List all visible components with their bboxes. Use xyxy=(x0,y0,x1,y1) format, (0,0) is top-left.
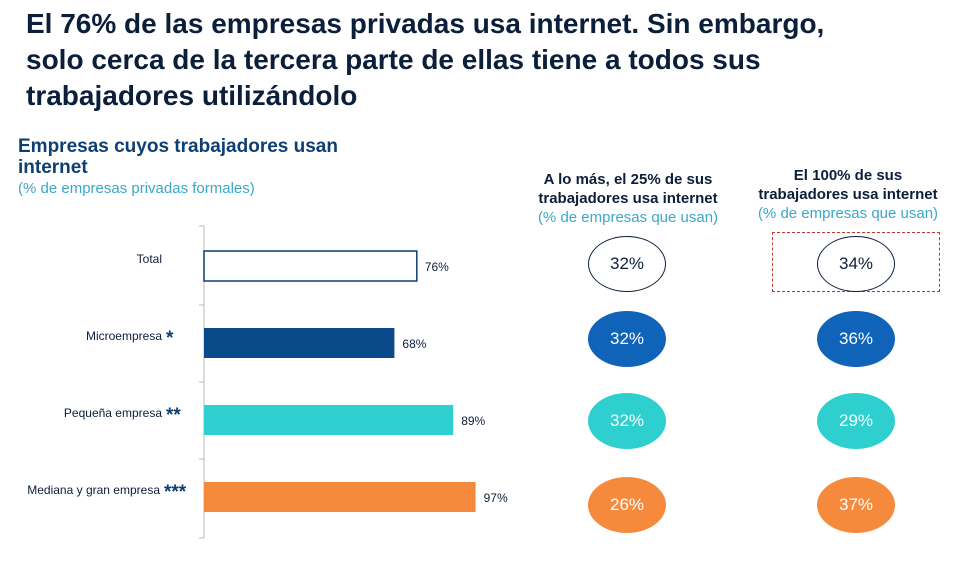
bubble-col2-pequena-empresa: 29% xyxy=(817,393,895,449)
column-header-max-25: A lo más, el 25% de sus trabajadores usa… xyxy=(518,170,738,227)
column-header-max-25-line-1: A lo más, el 25% de sus xyxy=(543,171,713,188)
chart-subtitle: (% de empresas privadas formales) xyxy=(18,180,255,197)
column-header-all-100-line-2: trabajadores usa internet xyxy=(758,186,938,203)
bubble-col1-pequena-empresa: 32% xyxy=(588,393,666,449)
value-label-pequena-empresa: 89% xyxy=(461,414,485,428)
value-label-mediana-gran-empresa: 97% xyxy=(484,491,508,505)
category-label-total: Total xyxy=(137,252,162,266)
bar-pequena-empresa xyxy=(204,405,454,435)
column-subheader-max-25: (% de empresas que usan) xyxy=(537,209,719,226)
bubble-col2-mediana-gran-empresa: 37% xyxy=(817,477,895,533)
bubble-col1-microempresa: 32% xyxy=(588,311,666,367)
label-group: 76% Total 68% Microempresa * 89% Pequeña empre… xyxy=(27,252,508,505)
bar-group xyxy=(203,250,476,512)
category-label-mediana-gran-empresa: Mediana y gran empresa xyxy=(27,483,160,497)
headline-line-2: solo cerca de la tercera parte de ellas … xyxy=(26,44,761,75)
bubble-col2-microempresa: 36% xyxy=(817,311,895,367)
bubble-col1-total: 32% xyxy=(588,236,666,292)
headline-line-3: trabajadores utilizándolo xyxy=(26,80,358,111)
chart-title-line-1: Empresas cuyos trabajadores usan xyxy=(18,136,338,157)
bar-total xyxy=(203,250,418,282)
bubble-col1-mediana-gran-empresa: 26% xyxy=(588,477,666,533)
bubble-col2-total: 34% xyxy=(817,236,895,292)
chart-title-line-2: internet xyxy=(18,157,88,178)
category-mark-pequena-empresa: ** xyxy=(166,405,181,426)
category-label-pequena-empresa: Pequeña empresa xyxy=(64,406,162,420)
chart-title: Empresas cuyos trabajadores usan interne… xyxy=(18,136,338,178)
headline-line-1: El 76% de las empresas privadas usa inte… xyxy=(26,8,825,39)
category-mark-mediana-gran-empresa: *** xyxy=(164,482,187,503)
bar-mediana-gran-empresa xyxy=(204,482,476,512)
column-header-max-25-line-2: trabajadores usa internet xyxy=(538,190,718,207)
page-headline: El 76% de las empresas privadas usa inte… xyxy=(26,6,926,114)
column-subheader-all-100: (% de empresas que usan) xyxy=(757,205,939,222)
category-label-microempresa: Microempresa xyxy=(86,329,162,343)
column-header-all-100-line-1: El 100% de sus xyxy=(793,167,903,184)
value-label-microempresa: 68% xyxy=(402,337,426,351)
category-mark-microempresa: * xyxy=(166,328,174,349)
column-header-all-100: El 100% de sus trabajadores usa internet… xyxy=(738,166,957,223)
axis-ticks xyxy=(199,225,204,539)
value-label-total: 76% xyxy=(425,260,449,274)
bar-microempresa xyxy=(204,328,395,358)
